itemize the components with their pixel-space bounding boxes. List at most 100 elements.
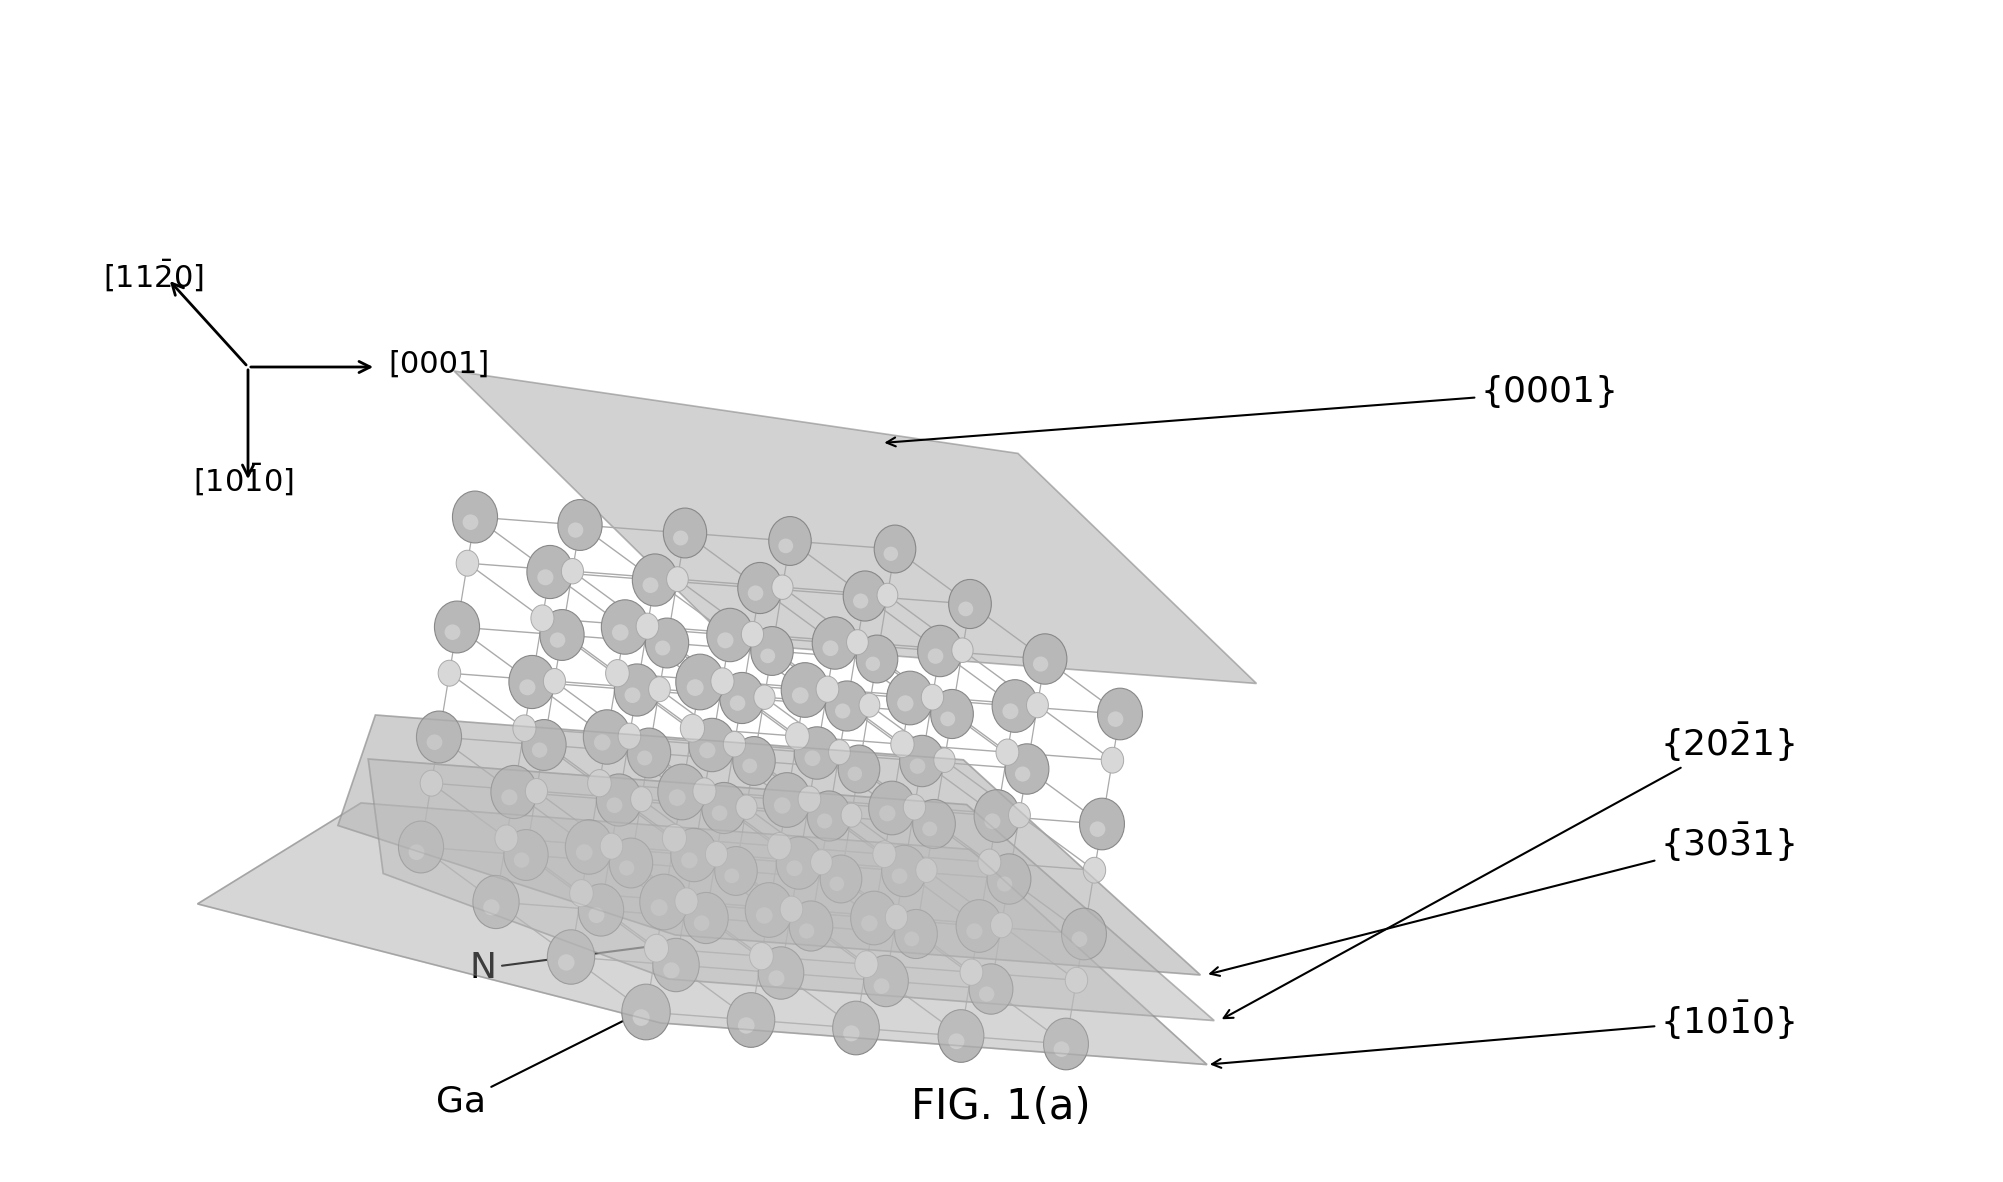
Ellipse shape — [915, 858, 937, 883]
Ellipse shape — [931, 689, 973, 739]
Text: $\{30\bar{3}1\}$: $\{30\bar{3}1\}$ — [1210, 820, 1795, 976]
Ellipse shape — [689, 719, 735, 772]
Ellipse shape — [707, 609, 753, 662]
Ellipse shape — [853, 593, 867, 609]
Ellipse shape — [1108, 712, 1124, 727]
Ellipse shape — [621, 985, 671, 1040]
Polygon shape — [339, 715, 1200, 975]
Polygon shape — [369, 759, 1214, 1020]
Ellipse shape — [643, 577, 659, 593]
Ellipse shape — [755, 908, 773, 923]
Ellipse shape — [567, 522, 583, 538]
Ellipse shape — [729, 695, 745, 710]
Ellipse shape — [589, 908, 605, 923]
Ellipse shape — [577, 844, 593, 860]
Ellipse shape — [651, 900, 667, 916]
Ellipse shape — [427, 734, 443, 749]
Ellipse shape — [687, 680, 703, 696]
Ellipse shape — [619, 860, 635, 876]
Ellipse shape — [673, 531, 689, 545]
Ellipse shape — [711, 668, 733, 695]
Ellipse shape — [817, 813, 833, 829]
Ellipse shape — [681, 852, 697, 869]
Ellipse shape — [843, 571, 887, 621]
Ellipse shape — [813, 617, 857, 669]
Ellipse shape — [1090, 821, 1106, 837]
Polygon shape — [455, 371, 1256, 683]
Ellipse shape — [537, 570, 553, 585]
Ellipse shape — [445, 624, 461, 639]
Ellipse shape — [527, 545, 573, 598]
Ellipse shape — [565, 820, 613, 875]
Ellipse shape — [823, 641, 839, 656]
Ellipse shape — [805, 751, 821, 766]
Ellipse shape — [587, 769, 611, 797]
Ellipse shape — [797, 786, 821, 812]
Ellipse shape — [881, 845, 925, 897]
Ellipse shape — [1044, 1018, 1088, 1070]
Ellipse shape — [733, 736, 775, 785]
Ellipse shape — [633, 554, 677, 606]
Polygon shape — [339, 715, 1200, 975]
Ellipse shape — [671, 829, 717, 882]
Ellipse shape — [657, 765, 707, 820]
Ellipse shape — [559, 954, 575, 970]
Ellipse shape — [531, 605, 555, 631]
Ellipse shape — [699, 742, 715, 759]
Ellipse shape — [579, 884, 623, 936]
Ellipse shape — [627, 728, 671, 778]
Ellipse shape — [861, 915, 877, 931]
Ellipse shape — [749, 942, 773, 970]
Ellipse shape — [1072, 931, 1088, 947]
Ellipse shape — [735, 795, 757, 819]
Ellipse shape — [715, 846, 757, 896]
Ellipse shape — [833, 1001, 879, 1054]
Ellipse shape — [913, 799, 955, 849]
Ellipse shape — [885, 904, 907, 930]
Ellipse shape — [525, 779, 547, 804]
Ellipse shape — [711, 805, 727, 820]
Ellipse shape — [669, 790, 685, 806]
Ellipse shape — [895, 909, 937, 959]
Ellipse shape — [869, 781, 915, 834]
Ellipse shape — [561, 558, 583, 584]
Ellipse shape — [613, 624, 629, 641]
Ellipse shape — [769, 517, 811, 565]
Text: $[10\bar{1}0]$: $[10\bar{1}0]$ — [192, 461, 292, 496]
Ellipse shape — [649, 677, 671, 702]
Ellipse shape — [843, 1025, 859, 1041]
Ellipse shape — [851, 891, 897, 944]
Ellipse shape — [1066, 967, 1088, 993]
Ellipse shape — [737, 1018, 755, 1034]
Ellipse shape — [1024, 634, 1068, 684]
Ellipse shape — [787, 860, 803, 876]
Ellipse shape — [991, 913, 1012, 937]
Ellipse shape — [759, 947, 803, 999]
Ellipse shape — [873, 525, 915, 573]
Ellipse shape — [645, 618, 689, 668]
Ellipse shape — [897, 695, 913, 712]
Ellipse shape — [523, 720, 567, 771]
Ellipse shape — [513, 715, 537, 741]
Ellipse shape — [543, 669, 565, 694]
Ellipse shape — [751, 626, 793, 675]
Ellipse shape — [631, 787, 653, 812]
Ellipse shape — [745, 883, 793, 937]
Text: Ga: Ga — [437, 1009, 647, 1119]
Ellipse shape — [753, 686, 775, 709]
Text: FIG. 1(a): FIG. 1(a) — [911, 1086, 1092, 1128]
Ellipse shape — [807, 791, 851, 842]
Ellipse shape — [899, 735, 943, 787]
Ellipse shape — [457, 551, 479, 576]
Ellipse shape — [973, 790, 1020, 843]
Ellipse shape — [951, 638, 973, 662]
Ellipse shape — [675, 654, 725, 710]
Ellipse shape — [829, 740, 851, 765]
Ellipse shape — [509, 656, 555, 708]
Ellipse shape — [1080, 798, 1124, 850]
Ellipse shape — [771, 574, 793, 599]
Ellipse shape — [601, 599, 649, 654]
Ellipse shape — [639, 875, 689, 930]
Ellipse shape — [877, 583, 897, 608]
Ellipse shape — [681, 714, 705, 742]
